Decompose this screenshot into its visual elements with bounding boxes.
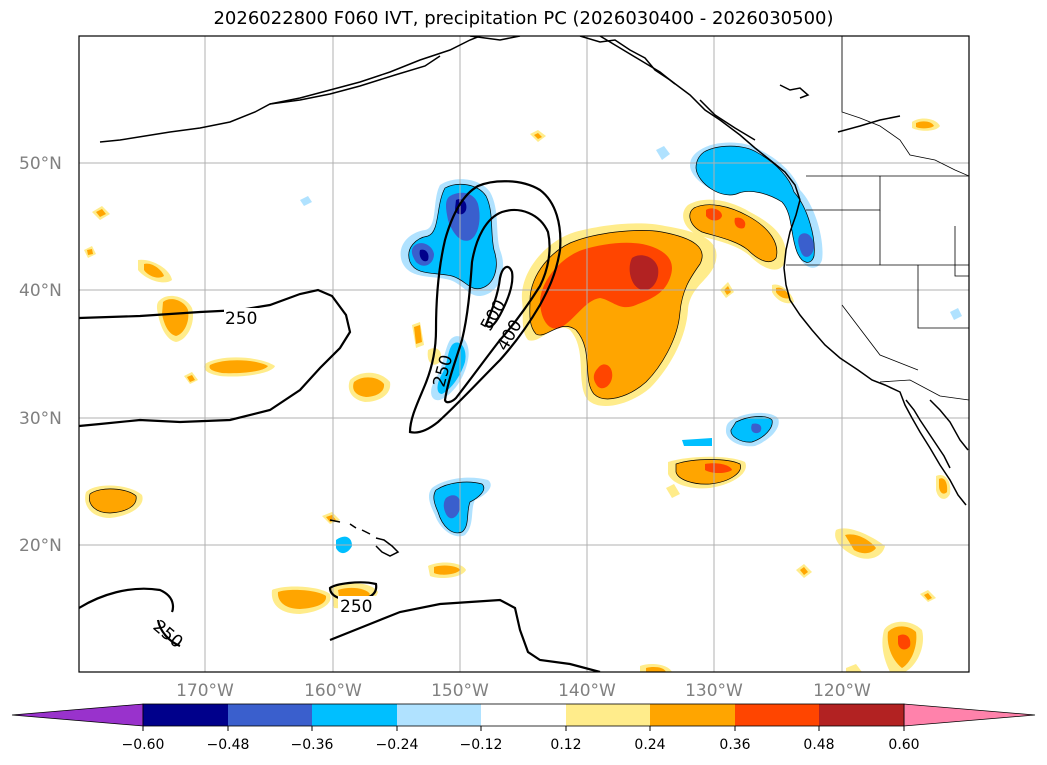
lat-label: 50°N xyxy=(19,154,62,174)
lat-label: 20°N xyxy=(19,536,62,556)
ivt-contours xyxy=(79,180,601,672)
colorbar-tick: −0.12 xyxy=(460,737,503,753)
colorbar-segment xyxy=(397,704,481,726)
lon-label: 130°W xyxy=(685,681,743,701)
lon-label: 120°W xyxy=(813,681,871,701)
map-frame xyxy=(78,35,970,673)
colorbar-tick: 0.12 xyxy=(550,737,581,753)
colorbar-tick: −0.24 xyxy=(376,737,419,753)
colorbar-segment xyxy=(228,704,312,726)
colorbar-segment xyxy=(735,704,819,726)
colorbar-tick: 0.48 xyxy=(803,737,834,753)
precip-positive-central xyxy=(521,199,786,407)
precip-positive-scattered xyxy=(84,118,951,672)
lon-label: 150°W xyxy=(431,681,489,701)
map-title: 2026022800 F060 IVT, precipitation PC (2… xyxy=(213,8,834,29)
colorbar-tick: 0.36 xyxy=(719,737,750,753)
colorbar-segment xyxy=(312,704,397,726)
colorbar-segment xyxy=(650,704,735,726)
colorbar-segment xyxy=(566,704,650,726)
lat-label: 30°N xyxy=(19,409,62,429)
precip-negative-areas xyxy=(300,142,962,554)
colorbar-tick: −0.60 xyxy=(122,737,165,753)
lon-label: 160°W xyxy=(304,681,362,701)
colorbar-extend-max xyxy=(903,703,1036,727)
colorbar-tick: 0.24 xyxy=(634,737,665,753)
lon-label: 140°W xyxy=(558,681,616,701)
contour-label: 250 xyxy=(225,309,257,329)
contour-label: 250 xyxy=(340,597,372,617)
lat-label: 40°N xyxy=(19,281,62,301)
coastlines xyxy=(99,36,969,557)
lon-label: 170°W xyxy=(176,681,234,701)
colorbar-segment xyxy=(819,704,904,726)
colorbar: −0.60 −0.48 −0.36 −0.24 −0.12 0.12 0.24 … xyxy=(11,703,1036,753)
colorbar-extend-min xyxy=(11,703,144,727)
colorbar-segment xyxy=(143,704,228,726)
borders xyxy=(786,36,969,401)
precip-outlines xyxy=(89,145,815,534)
colorbar-tick: 0.60 xyxy=(888,737,919,753)
contour-label: 250 xyxy=(149,617,187,653)
map-area xyxy=(79,36,969,672)
colorbar-tick: −0.48 xyxy=(207,737,250,753)
colorbar-segment xyxy=(481,704,566,726)
colorbar-tick: −0.36 xyxy=(291,737,334,753)
